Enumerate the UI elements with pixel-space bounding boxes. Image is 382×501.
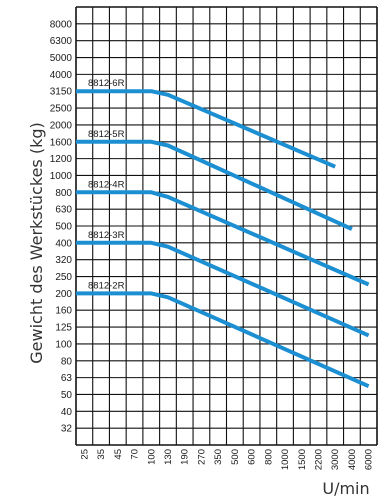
x-tick-label: 600 [247, 449, 258, 465]
series-label: 8812-3R [88, 230, 125, 241]
y-tick-label: 2000 [50, 120, 73, 131]
y-tick-label: 250 [55, 272, 72, 283]
y-tick-label: 5000 [50, 53, 73, 64]
x-axis-ticks: 25 35 45 70 100 130 190 270 350 500 600 800 1000 1500… [79, 449, 374, 470]
y-tick-label: 2500 [50, 104, 73, 115]
y-tick-label: 160 [55, 306, 72, 317]
x-tick-label: 270 [196, 449, 207, 465]
series-lines [76, 89, 370, 389]
y-axis-ticks: 8000 6300 5000 4000 3150 2500 2000 1600 1200 1000… [50, 19, 73, 434]
chart-grid [75, 6, 378, 446]
x-tick-label: 190 [180, 449, 191, 465]
y-tick-label: 8000 [50, 19, 73, 30]
x-tick-label: 25 [79, 449, 90, 460]
y-tick-label: 1000 [50, 171, 73, 182]
x-tick-label: 3000 [330, 449, 341, 470]
y-tick-label: 6300 [50, 36, 73, 47]
y-tick-label: 125 [55, 323, 72, 334]
y-tick-label: 500 [55, 222, 72, 233]
x-axis-label: U/min [322, 479, 369, 498]
y-tick-label: 320 [55, 255, 72, 266]
y-tick-label: 800 [55, 188, 72, 199]
series-line [76, 139, 353, 231]
series-labels: 8812-6R 8812-5R 8812-4R 8812-3R 8812-2R [88, 78, 125, 291]
y-tick-label: 50 [61, 390, 73, 401]
y-tick-label: 100 [55, 339, 72, 350]
y-tick-label: 1200 [50, 154, 73, 165]
series-label: 8812-6R [88, 78, 125, 89]
x-tick-label: 1000 [280, 449, 291, 470]
series-line [76, 240, 370, 338]
x-tick-label: 2200 [313, 449, 324, 470]
x-tick-label: 100 [146, 449, 157, 465]
series-line [76, 89, 336, 169]
y-tick-label: 400 [55, 238, 72, 249]
y-tick-label: 3150 [50, 87, 73, 98]
series-line [76, 291, 370, 389]
series-label: 8812-2R [88, 280, 125, 291]
y-tick-label: 4000 [50, 70, 73, 81]
y-tick-label: 1600 [50, 137, 73, 148]
y-tick-label: 630 [55, 205, 72, 216]
x-tick-label: 1500 [297, 449, 308, 470]
x-tick-label: 4000 [347, 449, 358, 470]
series-label: 8812-5R [88, 129, 125, 140]
x-tick-label: 70 [130, 449, 141, 460]
x-tick-label: 130 [163, 449, 174, 465]
y-tick-label: 80 [61, 356, 73, 367]
x-tick-label: 35 [96, 449, 107, 460]
y-tick-label: 200 [55, 289, 72, 300]
y-axis-label: Gewicht des Werkstückes (kg) [27, 122, 46, 363]
x-tick-label: 500 [230, 449, 241, 465]
series-label: 8812-4R [88, 179, 125, 190]
x-tick-label: 350 [213, 449, 224, 465]
x-tick-label: 45 [113, 449, 124, 460]
x-tick-label: 6000 [364, 449, 375, 470]
series-line [76, 190, 370, 287]
x-tick-label: 800 [263, 449, 274, 465]
y-tick-label: 40 [61, 407, 73, 418]
y-tick-label: 63 [61, 373, 73, 384]
y-tick-label: 32 [61, 424, 73, 435]
